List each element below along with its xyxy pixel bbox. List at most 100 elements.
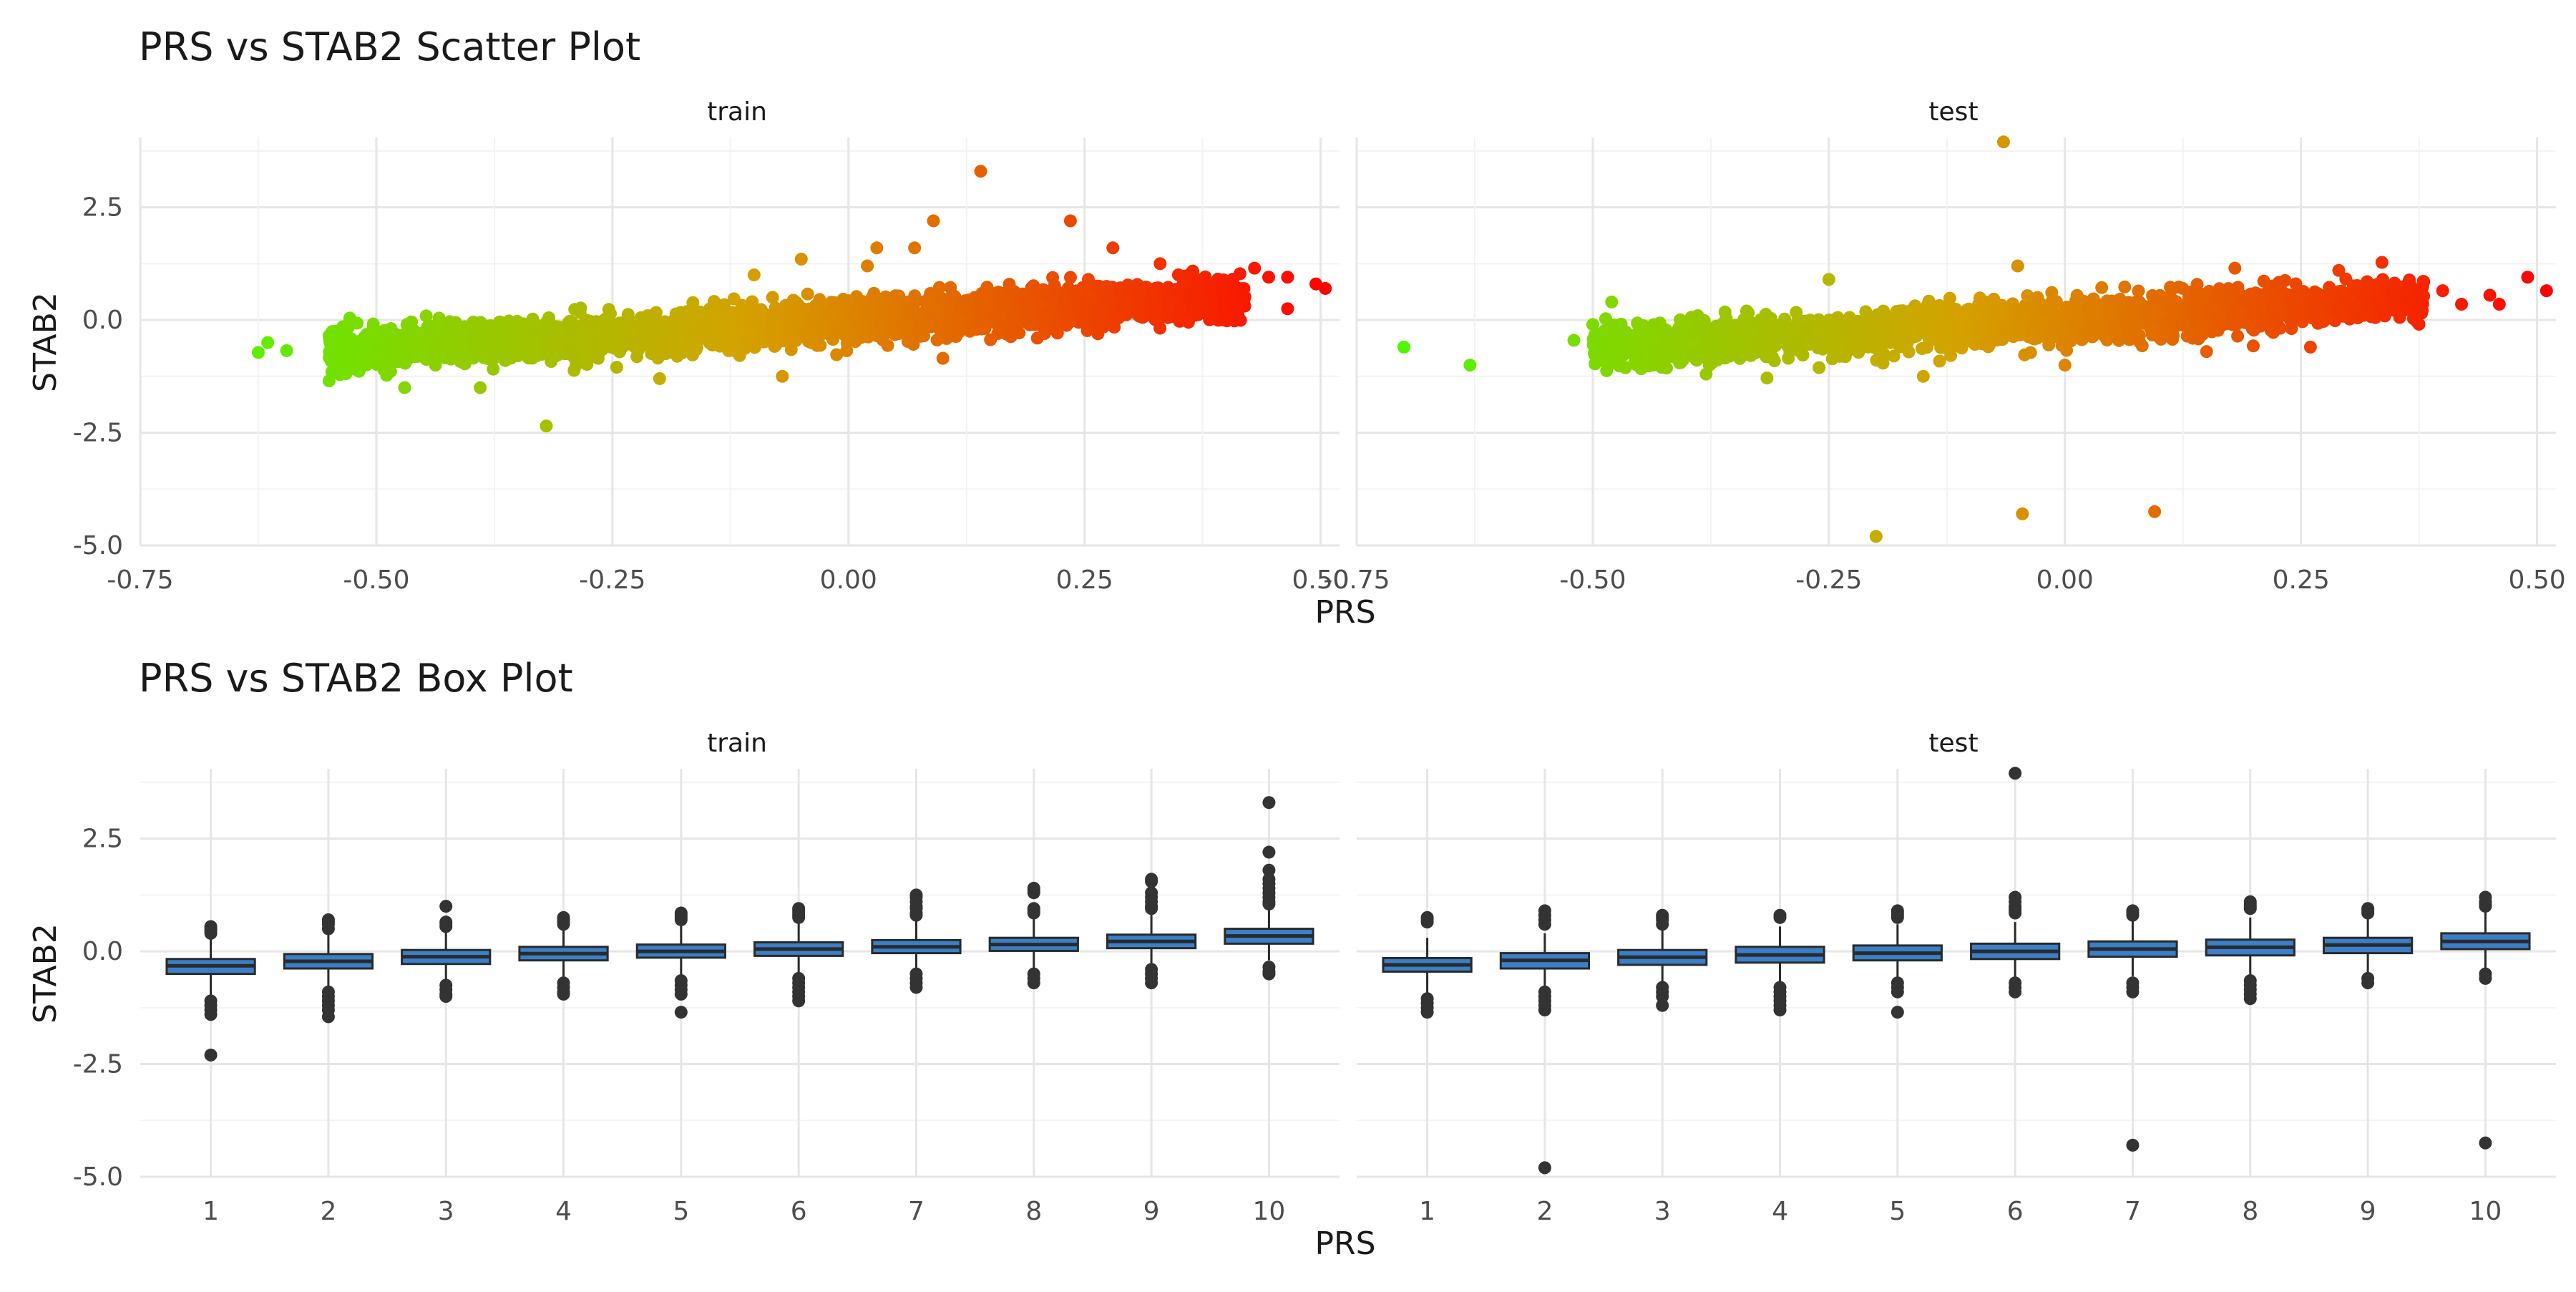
scatter-point (1217, 273, 1230, 286)
scatter-y-tick-label: -2.5 (73, 419, 123, 448)
scatter-point (901, 318, 914, 331)
scatter-point (2133, 336, 2146, 349)
scatter-point (372, 341, 385, 354)
scatter-point (1711, 354, 1724, 366)
scatter-point (1319, 282, 1332, 295)
scatter-point (1131, 285, 1143, 298)
scatter-point (954, 299, 967, 312)
scatter-point (1811, 325, 1824, 338)
scatter-point (2015, 307, 2028, 320)
scatter-point (2268, 298, 2281, 311)
scatter-point (1605, 296, 1618, 309)
box-x-axis-title: PRS (1314, 1225, 1375, 1262)
scatter-point (1813, 361, 1825, 374)
scatter-point (1048, 279, 1061, 292)
scatter-point (2076, 333, 2089, 346)
scatter-point (1936, 319, 1948, 332)
scatter-point (682, 309, 695, 321)
scatter-point (1745, 324, 1758, 337)
box-title: PRS vs STAB2 Box Plot (139, 656, 573, 701)
scatter-point (783, 331, 796, 344)
scatter-point (1023, 317, 1035, 330)
scatter-point (1924, 329, 1937, 342)
scatter-point (494, 321, 507, 334)
scatter-point (1888, 349, 1901, 362)
scatter-point (252, 346, 265, 359)
scatter-x-axis-title: PRS (1314, 594, 1375, 631)
scatter-point (823, 308, 836, 321)
scatter-point (713, 340, 726, 353)
scatter-point (1800, 323, 1813, 336)
scatter-point (568, 303, 581, 316)
scatter-point (1737, 313, 1750, 326)
box-strip-test: test (1928, 729, 1978, 758)
scatter-x-tick-label: 0.00 (820, 565, 877, 595)
scatter-point (530, 321, 542, 334)
scatter-point (1890, 334, 1903, 346)
scatter-point (2159, 325, 2172, 338)
scatter-point (2208, 306, 2221, 319)
scatter-point (1759, 343, 1772, 356)
scatter-point (801, 288, 814, 301)
scatter-point (343, 311, 356, 324)
scatter-point (927, 215, 940, 228)
scatter-point (1681, 318, 1694, 331)
scatter-point (2336, 285, 2348, 298)
scatter-point (748, 268, 761, 281)
scatter-point (653, 329, 665, 342)
scatter-point (952, 313, 965, 326)
scatter-point (2289, 289, 2302, 302)
scatter-point (980, 300, 993, 313)
scatter-point (1976, 321, 1989, 334)
scatter-point (1163, 296, 1176, 309)
scatter-point (1091, 319, 1103, 331)
scatter-point (935, 291, 947, 304)
scatter-point (1060, 304, 1073, 317)
scatter-point (830, 327, 843, 340)
scatter-point (942, 321, 955, 334)
box-strip-train: train (707, 729, 767, 758)
scatter-point (591, 349, 604, 362)
scatter-point (399, 382, 411, 394)
scatter-point (2288, 307, 2301, 320)
box-y-axis-title: STAB2 (27, 923, 64, 1024)
scatter-point (1041, 307, 1054, 320)
scatter-point (1870, 530, 1883, 543)
scatter-point (445, 336, 458, 349)
scatter-point (2095, 281, 2108, 294)
scatter-point (2336, 310, 2349, 323)
scatter-point (474, 316, 487, 329)
scatter-point (1191, 288, 1204, 301)
scatter-point (882, 339, 894, 352)
scatter-point (984, 334, 997, 346)
scatter-x-tick-label: -0.50 (343, 565, 409, 595)
scatter-point (1833, 350, 1846, 363)
scatter-point (1006, 310, 1019, 323)
scatter-point (836, 293, 849, 306)
scatter-point (610, 361, 623, 374)
scatter-point (892, 290, 905, 303)
scatter-point (2407, 312, 2420, 325)
scatter-point (1899, 311, 1912, 324)
scatter-point (328, 363, 341, 376)
scatter-strip-train: train (707, 97, 767, 127)
scatter-point (1606, 329, 1619, 341)
scatter-point (401, 318, 414, 331)
scatter-point (1231, 301, 1244, 314)
scatter-point (1970, 306, 1983, 319)
scatter-point (1646, 359, 1659, 371)
scatter-point (743, 305, 756, 318)
scatter-point (1031, 331, 1044, 344)
scatter-point (449, 324, 462, 336)
scatter-point (2191, 278, 2204, 291)
scatter-point (2108, 321, 2121, 334)
scatter-point (2030, 315, 2043, 328)
scatter-point (2190, 313, 2203, 326)
scatter-point (1051, 326, 1064, 339)
scatter-point (1782, 336, 1795, 349)
scatter-point (1397, 341, 1410, 354)
scatter-point (2000, 325, 2013, 338)
scatter-point (2118, 281, 2131, 293)
